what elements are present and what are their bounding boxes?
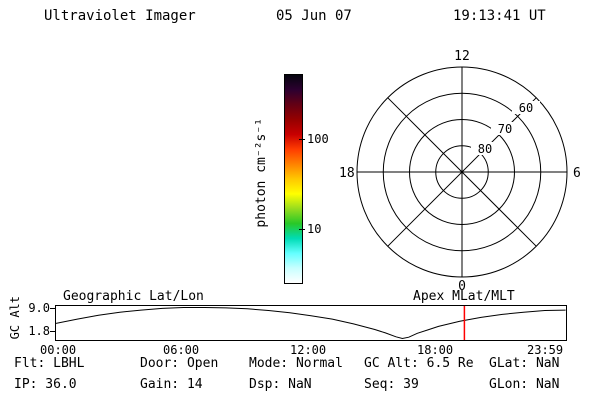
status-flt: Flt: LBHL	[14, 356, 85, 371]
colorbar-units-label: photon cm⁻²s⁻¹	[254, 118, 269, 228]
xtick-2359: 23:59	[527, 343, 564, 357]
lat80-label: 80	[478, 142, 492, 156]
lat70-label: 70	[498, 122, 512, 136]
lat80-label-bg	[471, 142, 499, 155]
xtick-0000: 00:00	[40, 343, 77, 357]
polar-dial: 60 70 80 12 18 6 0	[339, 49, 581, 294]
timeline-title-right: Apex MLat/MLT	[413, 289, 515, 304]
colorbar-tick-mark-100	[299, 139, 305, 140]
status-door: Door: Open	[140, 356, 219, 371]
lat60-label-bg	[512, 101, 540, 114]
time-label: 19:13:41 UT	[453, 8, 546, 24]
lat70-label-bg	[491, 122, 519, 135]
status-mode: Mode: Normal	[249, 356, 343, 371]
status-glon: GLon: NaN	[489, 377, 560, 392]
ytick-1-8: 1.8	[28, 324, 50, 338]
xtick-0600: 06:00	[163, 343, 200, 357]
colorbar	[284, 74, 303, 284]
status-dsp: Dsp: NaN	[249, 377, 312, 392]
date-label: 05 Jun 07	[276, 8, 352, 24]
status-glat: GLat: NaN	[489, 356, 560, 371]
timeline-ylabel: GC Alt	[8, 296, 22, 340]
lat60-label: 60	[519, 101, 533, 115]
mlt-12-label: 12	[454, 49, 470, 64]
colorbar-tick-mark-10	[299, 229, 305, 230]
colorbar-tick-label-10: 10	[307, 222, 322, 236]
status-gc-alt: GC Alt: 6.5 Re	[364, 356, 474, 371]
status-seq: Seq: 39	[364, 377, 419, 392]
ytick-mark-top	[50, 308, 55, 309]
ytick-mark-bottom	[50, 331, 55, 332]
page-title: Ultraviolet Imager	[44, 8, 196, 24]
gc-alt-plot	[55, 305, 567, 341]
status-gain: Gain: 14	[140, 377, 203, 392]
mlt-18-label: 18	[339, 166, 355, 181]
gc-alt-curve-svg	[56, 306, 566, 340]
colorbar-tick-label-100: 100	[307, 132, 329, 146]
mlt-6-label: 6	[573, 166, 581, 181]
ytick-9: 9.0	[28, 301, 50, 315]
xtick-1200: 12:00	[290, 343, 327, 357]
xtick-1800: 18:00	[417, 343, 454, 357]
mlt-0-label: 0	[458, 279, 466, 294]
timeline-title-left: Geographic Lat/Lon	[63, 289, 204, 304]
status-ip: IP: 36.0	[14, 377, 77, 392]
gc-alt-curve	[56, 307, 566, 340]
